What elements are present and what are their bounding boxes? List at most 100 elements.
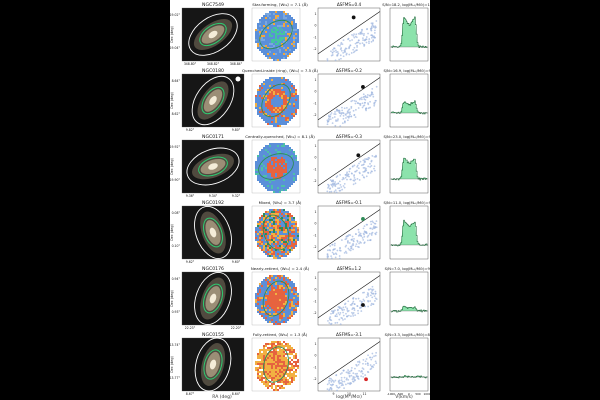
scatter-point — [353, 176, 356, 179]
spaxel — [295, 225, 297, 227]
spaxel — [255, 297, 257, 299]
spaxel — [285, 151, 287, 153]
spaxel — [275, 29, 277, 31]
spaxel — [267, 255, 269, 257]
spaxel — [273, 287, 275, 289]
spaxel — [281, 361, 283, 363]
spaxel — [271, 89, 273, 91]
spaxel — [277, 221, 279, 223]
spaxel — [289, 235, 291, 237]
spaxel — [279, 343, 281, 345]
spaxel — [267, 53, 269, 55]
aperture-outer — [194, 272, 232, 325]
scatter-point — [351, 172, 353, 175]
spaxel — [293, 241, 295, 243]
spaxel — [275, 103, 277, 105]
scatter-point — [328, 377, 331, 380]
y-tick: -1 — [313, 35, 316, 39]
spaxel — [267, 29, 269, 31]
spaxel — [277, 239, 279, 241]
map-title: Quenched-inside (ring), ⟨Wₕₐ⟩ = 7.5 (Å) — [242, 68, 318, 73]
spaxel — [277, 31, 279, 33]
spaxel — [265, 149, 267, 151]
scatter-point — [358, 369, 361, 372]
spaxel — [263, 27, 265, 29]
spaxel — [295, 29, 297, 31]
spaxel — [267, 23, 269, 25]
spectrum-title: S/N=11.0, log(Mₕ₂/M⊙)=9.9 — [383, 201, 430, 205]
scatter-point — [336, 321, 339, 324]
spaxel — [259, 297, 261, 299]
spaxel — [275, 239, 277, 241]
spaxel — [291, 283, 293, 285]
spaxel — [285, 347, 287, 349]
spaxel — [271, 123, 273, 125]
spaxel — [273, 35, 275, 37]
scatter-point — [342, 117, 345, 120]
spaxel — [271, 245, 273, 247]
spaxel — [277, 123, 279, 125]
spaxel — [255, 303, 257, 305]
scatter-point — [367, 362, 369, 365]
spaxel — [275, 183, 277, 185]
spaxel — [259, 311, 261, 313]
spaxel — [277, 279, 279, 281]
spaxel — [267, 359, 269, 361]
spaxel — [275, 173, 277, 175]
spaxel — [269, 169, 271, 171]
spaxel — [291, 347, 293, 349]
scatter-point — [343, 308, 345, 311]
spectrum-frame — [389, 271, 429, 326]
scatter-point — [363, 32, 365, 35]
spaxel — [263, 153, 265, 155]
spaxel — [275, 233, 277, 235]
map-title: Fully-retired, ⟨Wₕₐ⟩ = 1.3 (Å) — [253, 332, 308, 337]
scatter-point — [352, 240, 355, 243]
spaxel — [261, 21, 263, 23]
spaxel — [271, 109, 273, 111]
spaxel — [283, 165, 285, 167]
spaxel — [267, 81, 269, 83]
scatter-point — [360, 32, 363, 35]
spaxel — [295, 363, 297, 365]
scatter-point — [371, 288, 373, 291]
y-tick: 1 — [315, 342, 317, 346]
spaxel — [295, 353, 297, 355]
scatter-point — [335, 313, 338, 316]
spaxel — [273, 101, 275, 103]
spaxel — [265, 19, 267, 21]
spaxel — [279, 281, 281, 283]
spaxel — [265, 307, 267, 309]
spaxel — [277, 175, 279, 177]
spaxel — [263, 47, 265, 49]
spaxel — [265, 33, 267, 35]
spaxel — [263, 347, 265, 349]
spaxel — [271, 23, 273, 25]
spaxel — [281, 103, 283, 105]
scatter-point — [367, 239, 369, 242]
scatter-point — [338, 255, 341, 257]
spaxel — [271, 145, 273, 147]
spaxel — [267, 247, 269, 249]
spaxel — [259, 229, 261, 231]
scatter-point — [340, 239, 343, 241]
spaxel — [279, 381, 281, 383]
spectrum-title: S/N=3.3, log(Mₕ₂/M⊙)=8.7 — [385, 333, 430, 337]
scatter-point — [367, 371, 370, 374]
spaxel — [265, 241, 267, 243]
x-tick: 10 — [347, 392, 351, 396]
spaxel — [273, 153, 275, 155]
spaxel — [285, 43, 287, 45]
scatter-point — [373, 36, 376, 39]
scatter-point — [371, 296, 374, 299]
spaxel — [261, 241, 263, 243]
spaxel — [265, 45, 267, 47]
scatter-point — [333, 242, 336, 245]
spaxel — [283, 353, 285, 355]
scatter-point — [371, 87, 374, 90]
spaxel — [285, 29, 287, 31]
scatter-point — [335, 191, 338, 194]
spaxel — [295, 159, 297, 161]
spaxel — [263, 99, 265, 101]
spaxel — [265, 185, 267, 187]
